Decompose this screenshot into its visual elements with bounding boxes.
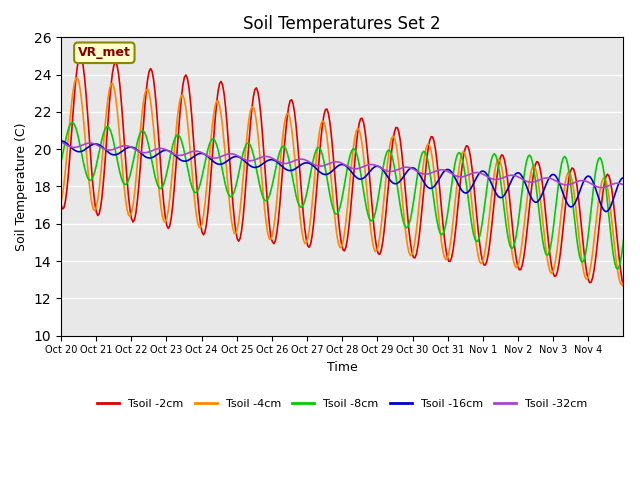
Tsoil -4cm <box>620 280 627 286</box>
Tsoil -2cm <box>620 283 627 289</box>
Tsoil -2cm <box>617 267 625 273</box>
Line: Tsoil -4cm: Tsoil -4cm <box>61 77 623 285</box>
Tsoil -16cm <box>57 138 65 144</box>
Line: Tsoil -32cm: Tsoil -32cm <box>61 142 623 188</box>
Tsoil -4cm <box>74 74 81 80</box>
Tsoil -8cm <box>460 162 467 168</box>
Tsoil -16cm <box>458 188 466 193</box>
Title: Soil Temperatures Set 2: Soil Temperatures Set 2 <box>243 15 441 33</box>
Tsoil -8cm <box>95 149 103 155</box>
Tsoil -32cm <box>620 182 627 188</box>
Tsoil -8cm <box>77 150 85 156</box>
Tsoil -8cm <box>543 252 551 258</box>
Tsoil -16cm <box>94 142 102 147</box>
Tsoil -2cm <box>348 193 356 199</box>
Tsoil -2cm <box>77 55 85 61</box>
Tsoil -4cm <box>57 199 65 205</box>
Tsoil -2cm <box>76 53 84 59</box>
Text: VR_met: VR_met <box>78 46 131 60</box>
Tsoil -16cm <box>617 177 625 183</box>
Tsoil -32cm <box>76 143 84 149</box>
Tsoil -16cm <box>346 168 354 173</box>
Tsoil -8cm <box>69 120 77 125</box>
Tsoil -32cm <box>346 165 354 170</box>
Tsoil -2cm <box>95 211 103 216</box>
Y-axis label: Soil Temperature (C): Soil Temperature (C) <box>15 122 28 251</box>
Tsoil -4cm <box>543 255 551 261</box>
Tsoil -16cm <box>620 175 627 180</box>
Tsoil -4cm <box>618 282 626 288</box>
Tsoil -16cm <box>542 183 550 189</box>
Line: Tsoil -2cm: Tsoil -2cm <box>61 56 623 286</box>
Tsoil -4cm <box>348 159 356 165</box>
Tsoil -32cm <box>598 185 605 191</box>
Tsoil -8cm <box>614 266 621 272</box>
Tsoil -4cm <box>460 149 467 155</box>
Tsoil -16cm <box>76 149 84 155</box>
Tsoil -8cm <box>57 159 65 165</box>
Tsoil -2cm <box>543 226 551 232</box>
X-axis label: Time: Time <box>327 361 358 374</box>
Tsoil -8cm <box>618 249 626 254</box>
Tsoil -4cm <box>77 97 85 103</box>
Tsoil -8cm <box>348 148 356 154</box>
Tsoil -2cm <box>57 202 65 208</box>
Tsoil -16cm <box>602 209 610 215</box>
Line: Tsoil -8cm: Tsoil -8cm <box>61 122 623 269</box>
Tsoil -2cm <box>460 154 467 159</box>
Legend: Tsoil -2cm, Tsoil -4cm, Tsoil -8cm, Tsoil -16cm, Tsoil -32cm: Tsoil -2cm, Tsoil -4cm, Tsoil -8cm, Tsoi… <box>93 395 592 414</box>
Tsoil -8cm <box>620 237 627 243</box>
Tsoil -32cm <box>617 181 625 187</box>
Tsoil -32cm <box>458 174 466 180</box>
Tsoil -32cm <box>57 139 65 145</box>
Tsoil -32cm <box>94 143 102 148</box>
Tsoil -4cm <box>95 186 103 192</box>
Tsoil -4cm <box>617 281 625 287</box>
Tsoil -32cm <box>542 175 550 181</box>
Line: Tsoil -16cm: Tsoil -16cm <box>61 141 623 212</box>
